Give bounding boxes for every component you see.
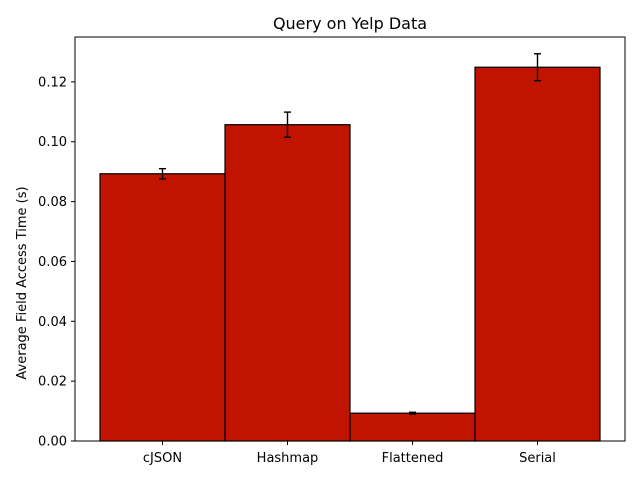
bar-flattened <box>349 412 476 442</box>
y-tick-label: 0.00 <box>38 435 67 450</box>
error-bars-layer <box>159 53 541 415</box>
axes-layer: cJSON Hashmap Flattened Serial 0.00 0.02 0.04 0… <box>38 36 626 466</box>
x-tick-label-serial: Serial <box>519 451 556 466</box>
y-tick-label: 0.06 <box>38 255 67 270</box>
bars-layer <box>99 66 601 442</box>
y-tick-label: 0.10 <box>38 135 67 150</box>
x-tick-label-cjson: cJSON <box>143 451 182 466</box>
x-tick-label-hashmap: Hashmap <box>257 451 319 466</box>
y-tick-label: 0.08 <box>38 195 67 210</box>
bar-serial <box>474 66 601 442</box>
chart-title: Query on Yelp Data <box>273 14 427 33</box>
plot-frame <box>74 36 626 442</box>
y-tick-label: 0.12 <box>38 75 67 90</box>
y-tick-label: 0.02 <box>38 375 67 390</box>
y-tick-label: 0.04 <box>38 315 67 330</box>
y-axis-title: Average Field Access Time (s) <box>15 186 30 379</box>
bar-hashmap <box>224 124 351 442</box>
bar-cjson <box>99 173 226 442</box>
x-tick-label-flattened: Flattened <box>382 451 444 466</box>
